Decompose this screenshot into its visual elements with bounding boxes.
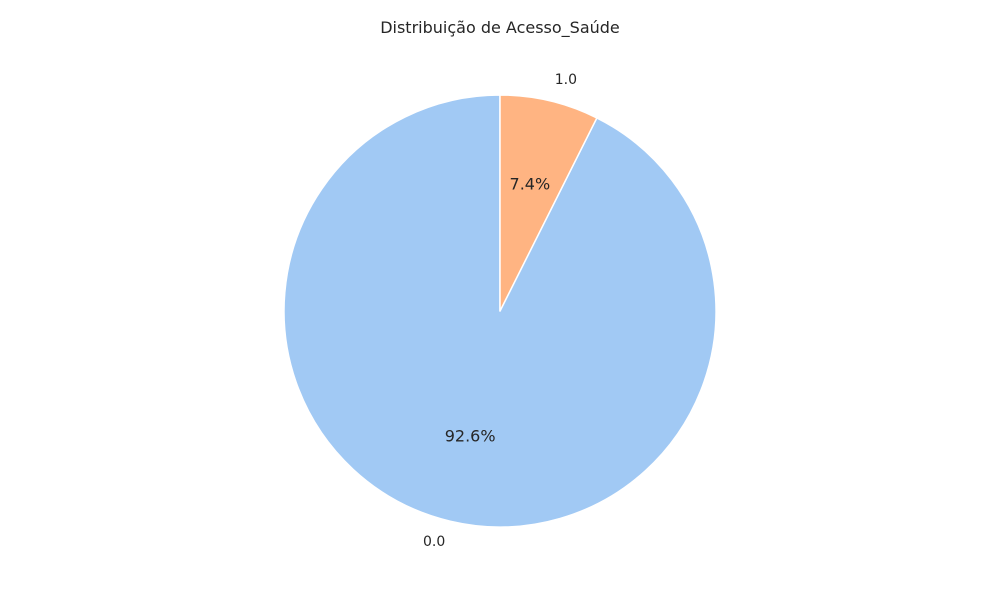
pie-labels: 0.0 92.6% 1.0 7.4% <box>423 72 577 550</box>
chart-title: Distribuição de Acesso_Saúde <box>380 18 620 38</box>
slice-percent-label: 92.6% <box>445 427 496 446</box>
slice-percent-label: 7.4% <box>510 174 551 193</box>
pie-slices <box>283 94 717 528</box>
slice-category-label: 1.0 <box>555 72 577 88</box>
slice-category-label: 0.0 <box>423 534 445 550</box>
pie-slice-1-0 <box>499 94 598 312</box>
